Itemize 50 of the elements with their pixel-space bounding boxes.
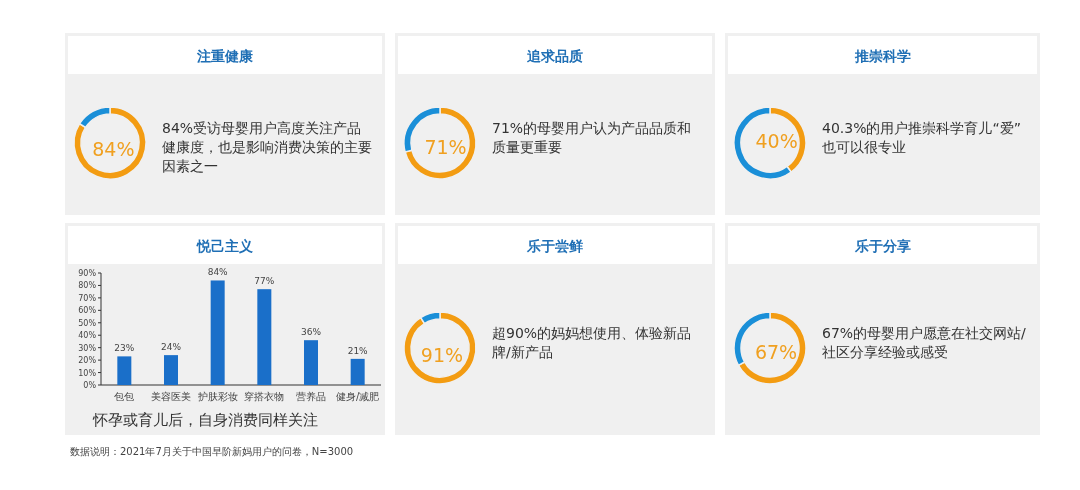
text: 84%受访母婴用户高度关注产品健康度，也是影响消费决策的主要因素之一 (162, 120, 372, 174)
donut-slice (404, 106, 477, 180)
bar (304, 340, 318, 385)
data-label: 84% (92, 138, 135, 161)
y-tick-label: 70% (78, 293, 97, 303)
data-label: 91% (420, 343, 464, 366)
data-label: 23% (114, 343, 135, 354)
text: 超90%的妈妈想使用、体验新品牌/新产品 (492, 325, 692, 360)
data-label: 77% (254, 276, 275, 287)
x-tick-label: 美容医美 (151, 391, 191, 402)
text: 追求品质 (526, 48, 583, 64)
data-label: 21% (347, 345, 369, 356)
data-label: 84% (207, 267, 229, 278)
donut-slice (737, 311, 807, 385)
x-tick-label: 健身/减肥 (335, 391, 380, 402)
data-label: 67% (754, 340, 798, 363)
donut-slice (73, 106, 147, 180)
x-tick-label: 穿搭衣物 (244, 391, 285, 402)
y-tick-label: 0% (83, 381, 97, 390)
text: 40.3%的用户推崇科学育儿“爱”也可以很专业 (822, 120, 1021, 155)
x-tick-label: 营养品 (296, 391, 326, 402)
donut-slice (403, 311, 477, 385)
chart-title: 悦己主义 (196, 238, 254, 254)
y-tick-label: 80% (78, 281, 97, 291)
text: 67%的母婴用户愿意在社交网站/社区分享经验或感受 (822, 325, 1027, 360)
y-tick-label: 90% (78, 269, 97, 278)
x-tick-label: 包包 (114, 391, 135, 402)
bar (117, 356, 132, 385)
text: 乐于分享 (853, 238, 911, 254)
data-label: 36% (300, 327, 322, 338)
y-tick-label: 10% (78, 368, 97, 378)
x-tick-label: 护肤彩妆 (196, 391, 238, 402)
text: 注重健康 (196, 48, 254, 64)
data-label: 71% (424, 136, 467, 159)
bar (350, 358, 365, 385)
text: 数据说明：2021年7月关于中国早阶新妈用户的问卷，N=3000 (70, 446, 354, 457)
y-tick-label: 50% (78, 318, 97, 328)
text: 71%的母婴用户认为产品品质和质量更重要 (492, 120, 692, 155)
y-tick-label: 40% (78, 331, 97, 341)
bar (164, 355, 178, 385)
data-label: 40% (755, 129, 798, 152)
text: 怀孕或育儿后，自身消费同样关注 (91, 411, 318, 429)
text: 推崇科学 (853, 48, 911, 64)
y-tick-label: 30% (78, 343, 97, 353)
bar (210, 280, 225, 385)
data-label: 24% (160, 342, 182, 353)
text: 乐于尝鲜 (526, 238, 583, 254)
bar (257, 289, 272, 385)
y-tick-label: 20% (78, 356, 97, 366)
y-tick-label: 60% (78, 306, 97, 316)
